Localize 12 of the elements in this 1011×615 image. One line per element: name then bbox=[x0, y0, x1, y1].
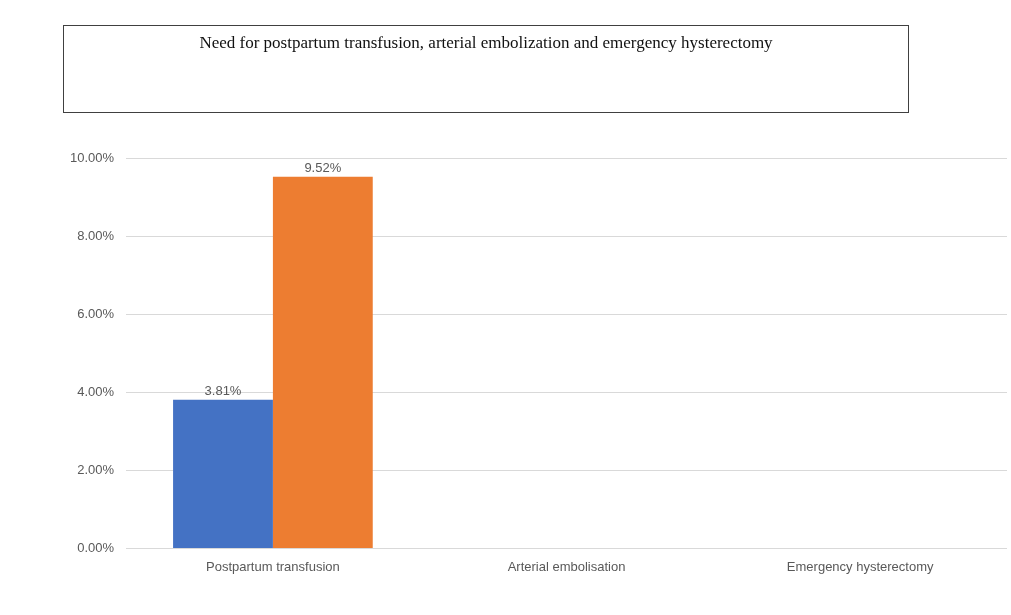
x-tick-label: Arterial embolisation bbox=[507, 558, 626, 574]
y-tick-label: 0.00% bbox=[77, 539, 115, 555]
chart-title: Need for postpartum transfusion, arterial embolization and emergency hysterectomy bbox=[63, 25, 909, 113]
x-tick-label: Emergency hysterectomy bbox=[786, 558, 935, 574]
x-tick-label: Postpartum transfusion bbox=[206, 558, 340, 574]
y-tick-label: 8.00% bbox=[77, 227, 115, 243]
y-tick-label: 6.00% bbox=[77, 305, 115, 321]
data-label: 9.52% bbox=[304, 159, 342, 175]
y-tick-label: 10.00% bbox=[70, 149, 115, 165]
y-tick-label: 4.00% bbox=[77, 383, 115, 399]
y-tick-label: 2.00% bbox=[77, 461, 115, 477]
data-label: 3.81% bbox=[204, 382, 242, 398]
